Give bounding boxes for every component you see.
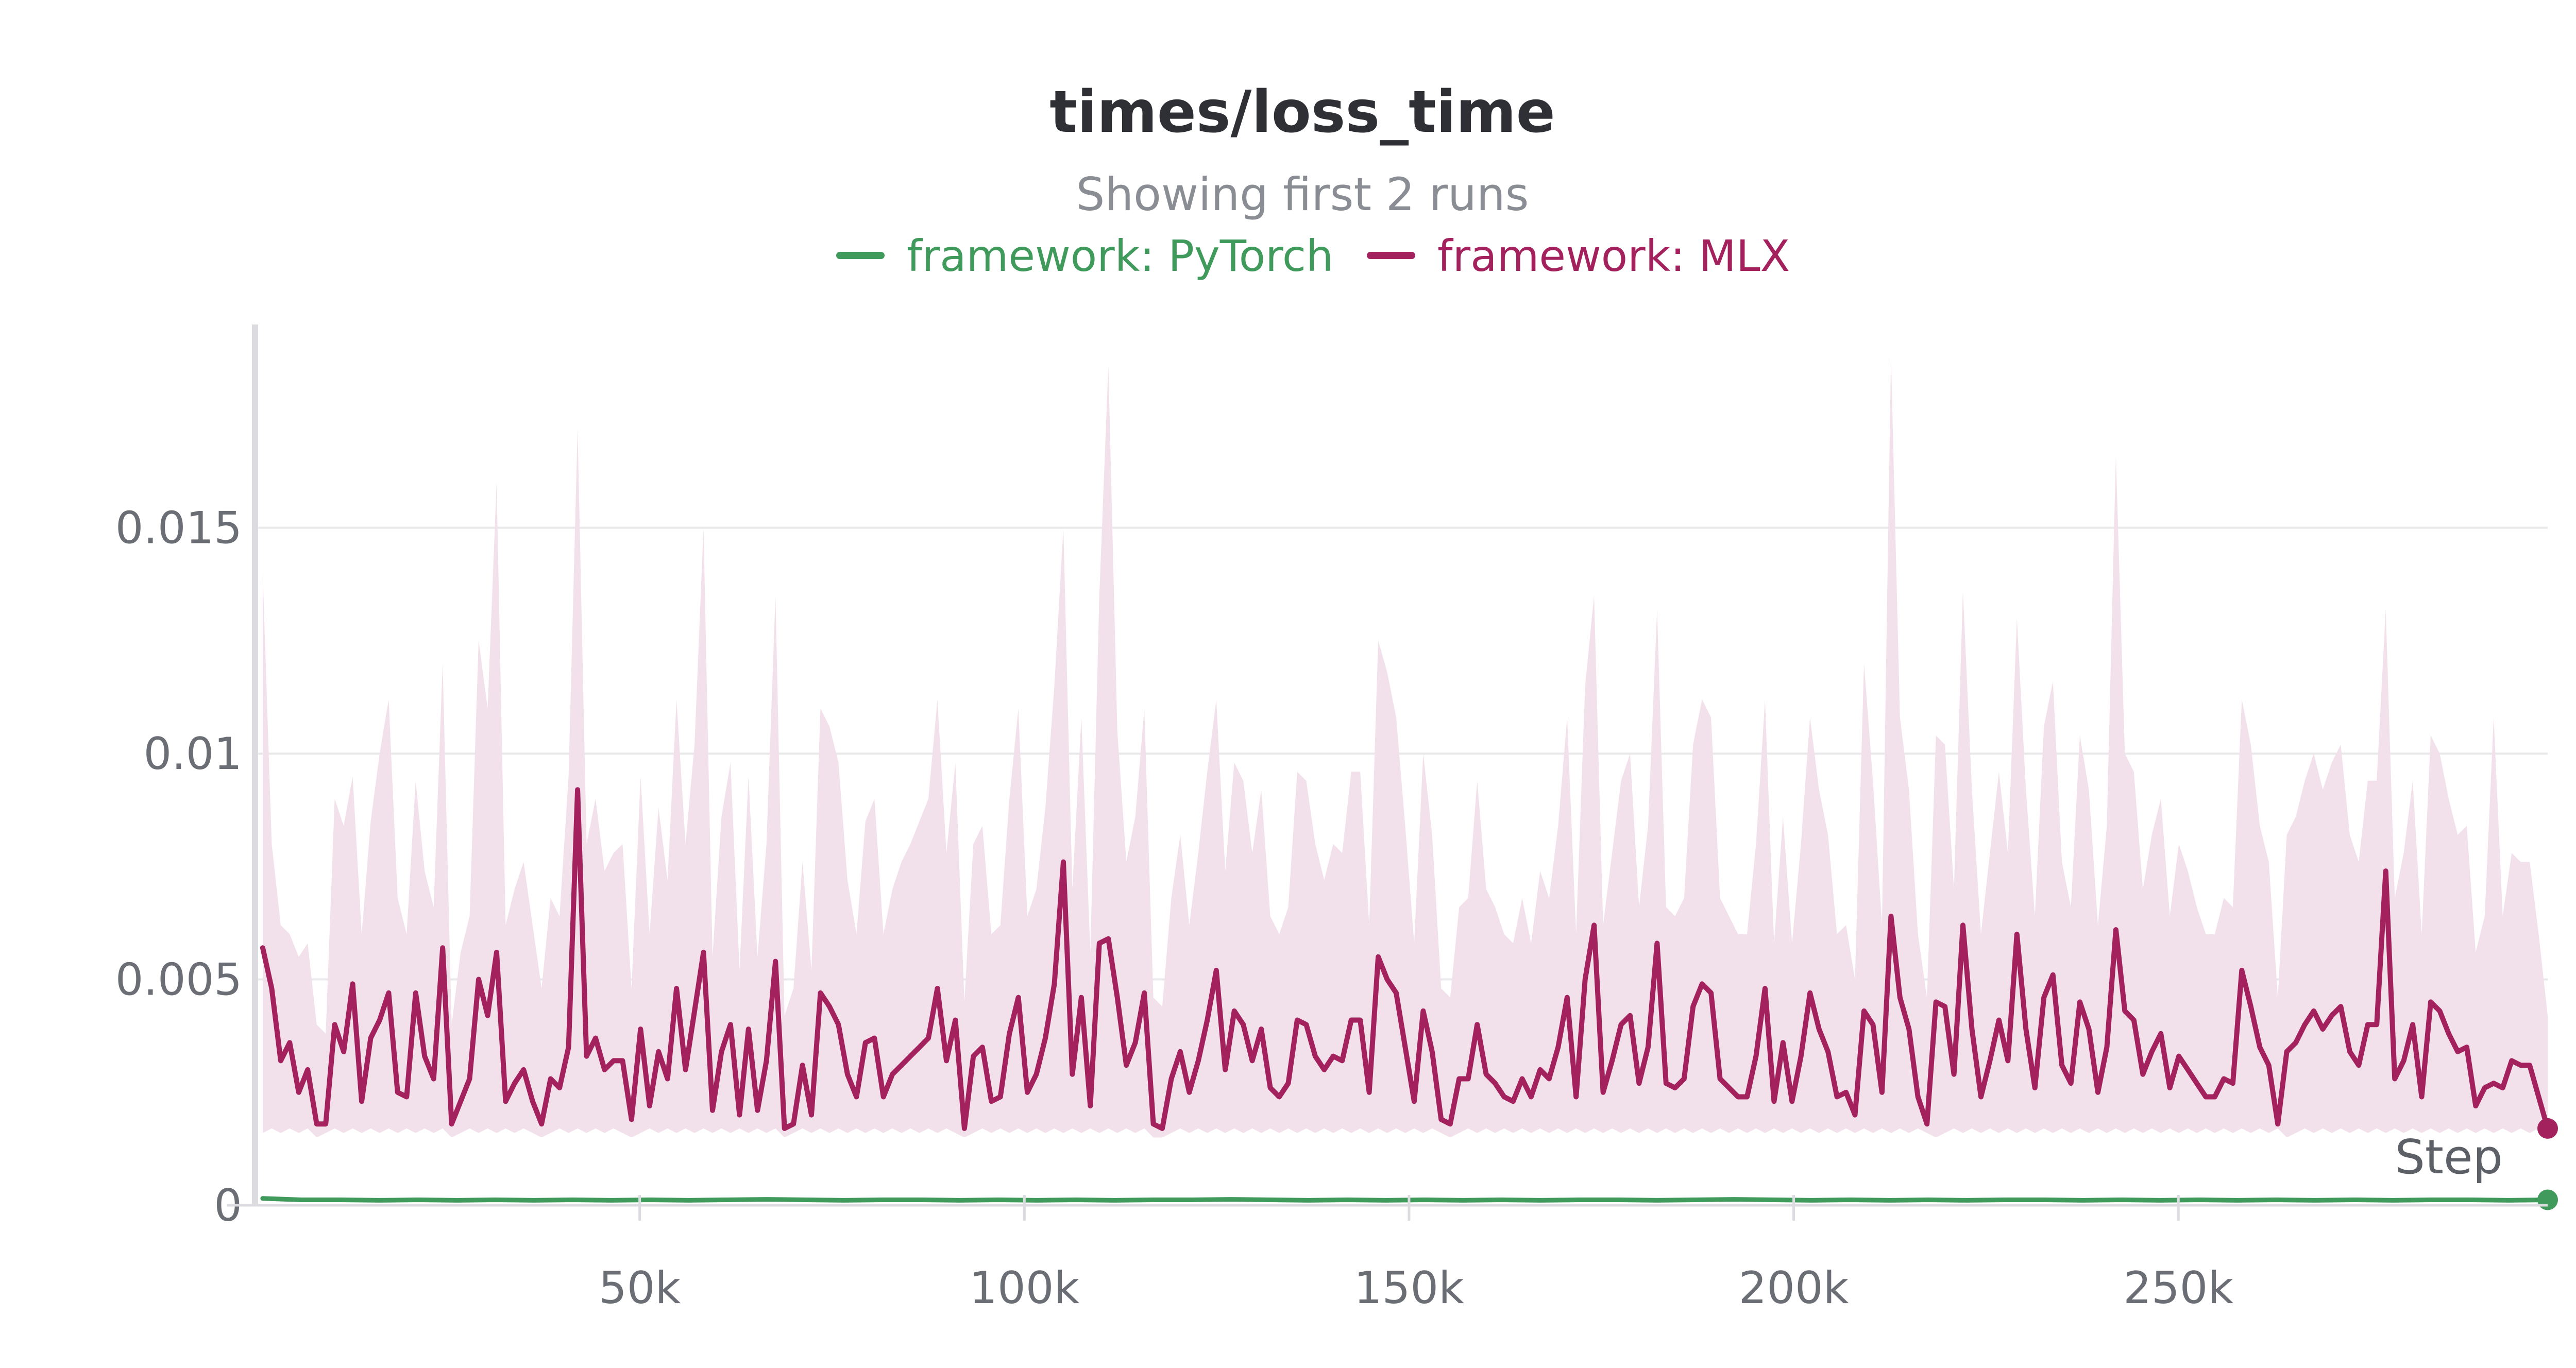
- series-endpoint-mlx: [2537, 1118, 2558, 1139]
- y-tick-label: 0.015: [115, 503, 242, 554]
- x-tick-label: 150k: [1354, 1262, 1464, 1314]
- x-tick-label: 50k: [599, 1262, 681, 1314]
- chart-subtitle: Showing first 2 runs: [1076, 168, 1529, 221]
- mlx-band-area: [262, 356, 2548, 1138]
- legend-label-mlx: framework: MLX: [1437, 231, 1790, 281]
- x-tick-label: 200k: [1739, 1262, 1849, 1314]
- y-tick-label: 0.005: [115, 954, 242, 1006]
- x-axis-label: Step: [2395, 1130, 2503, 1185]
- series-endpoint-pytorch: [2537, 1189, 2558, 1210]
- chart-title: times/loss_time: [1049, 79, 1555, 146]
- series-line-pytorch: [260, 1196, 2550, 1203]
- x-tick-label: 250k: [2123, 1262, 2233, 1314]
- legend: framework: PyTorch framework: MLX: [836, 231, 1790, 281]
- series-line-mlx: [260, 787, 2550, 1131]
- y-tick-label: 0.01: [144, 728, 242, 780]
- legend-label-pytorch: framework: PyTorch: [907, 231, 1333, 281]
- series-lines: [260, 787, 2558, 1210]
- x-tick-label: 100k: [969, 1262, 1079, 1314]
- mlx-range-band: [262, 356, 2548, 1138]
